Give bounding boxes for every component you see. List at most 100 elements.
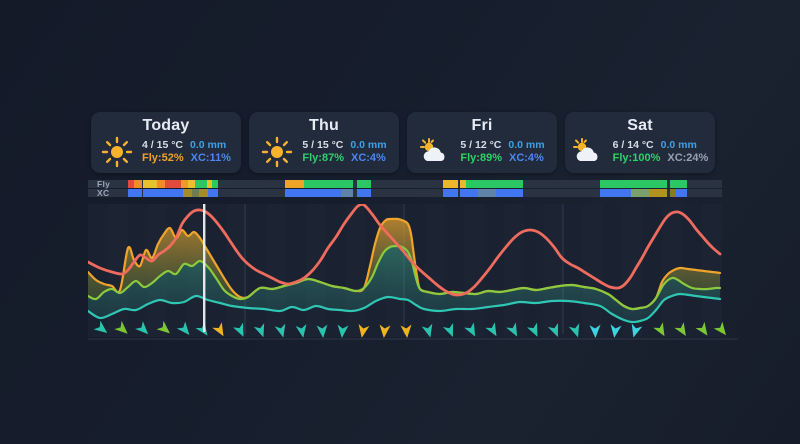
xc-probability: XC:24%	[667, 151, 709, 164]
quality-segment	[600, 189, 631, 197]
temperature-range: 5 / 15 °C	[302, 138, 344, 151]
wind-direction-arrow	[653, 322, 665, 337]
day-card-thu[interactable]: Thu 5 / 15 °C 0.0 mm Fly:87% XC:4%	[249, 112, 399, 173]
wind-direction-arrow	[442, 322, 454, 338]
precipitation: 0.0 mm	[350, 138, 387, 151]
xc-quality-bar: XC	[88, 189, 722, 197]
wind-direction-arrow	[316, 324, 328, 338]
day-card-sat[interactable]: Sat 6 / 14 °C 0.0 mm Fly:100% XC:24%	[565, 112, 715, 173]
fly-probability: Fly:52%	[142, 151, 184, 164]
quality-segment	[631, 189, 649, 197]
quality-segment	[304, 180, 353, 188]
quality-segment	[207, 180, 212, 188]
xc-probability: XC:11%	[190, 151, 231, 164]
day-title: Fri	[471, 117, 493, 134]
wind-direction-arrow	[713, 321, 727, 336]
quality-segment	[157, 180, 165, 188]
sun-icon	[101, 136, 133, 168]
wind-direction-arrow	[674, 322, 686, 337]
quality-segment	[143, 180, 157, 188]
wind-direction-arrow	[295, 324, 307, 338]
quality-segment	[466, 180, 523, 188]
wind-direction-arrow	[176, 321, 190, 335]
quality-segment	[496, 189, 523, 197]
wind-direction-arrow	[485, 322, 497, 337]
precipitation: 0.0 mm	[660, 138, 697, 151]
temperature-range: 5 / 12 °C	[460, 138, 502, 151]
wind-direction-arrow	[212, 322, 224, 337]
wind-direction-arrow	[337, 324, 349, 338]
fly-bar-label: Fly	[97, 179, 111, 189]
wind-direction-arrow	[114, 320, 128, 334]
fly-probability: Fly:89%	[460, 151, 502, 164]
quality-segment	[143, 189, 183, 197]
wind-direction-arrow	[589, 324, 601, 338]
wind-band	[88, 246, 720, 323]
quality-segment	[134, 180, 142, 188]
quality-segment	[165, 180, 181, 188]
fly-probability: Fly:100%	[612, 151, 661, 164]
fly-probability: Fly:87%	[302, 151, 344, 164]
quality-segment	[675, 189, 687, 197]
wind-direction-arrow	[400, 324, 412, 338]
wind-direction-arrow	[156, 320, 170, 334]
quality-segment	[188, 180, 195, 188]
quality-segment	[181, 180, 188, 188]
teal-series-line	[88, 292, 722, 324]
quality-segment	[478, 189, 496, 197]
xc-bar-label: XC	[97, 188, 110, 198]
quality-segment	[460, 189, 478, 197]
temperature-range: 4 / 15 °C	[142, 138, 184, 151]
forecast-chart[interactable]	[88, 204, 740, 342]
quality-segment	[357, 189, 371, 197]
day-title: Thu	[309, 117, 339, 134]
sun-icon	[261, 136, 293, 168]
xc-probability: XC:4%	[350, 151, 386, 164]
day-title: Sat	[627, 117, 653, 134]
wind-direction-arrow	[527, 322, 538, 337]
quality-segment	[192, 189, 199, 197]
day-card-fri[interactable]: Fri 5 / 12 °C 0.0 mm Fly:89% XC:4%	[407, 112, 557, 173]
wind-direction-arrow	[506, 322, 518, 337]
red-series-line	[88, 204, 722, 297]
partly-cloudy-icon	[419, 136, 451, 166]
wind-direction-arrow	[233, 322, 244, 337]
quality-segment	[341, 189, 353, 197]
xc-probability: XC:4%	[508, 151, 544, 164]
quality-segment	[128, 189, 142, 197]
quality-segment	[443, 189, 458, 197]
wind-direction-arrow	[253, 323, 265, 338]
day-title: Today	[142, 117, 190, 134]
now-marker-line	[203, 204, 206, 332]
quality-segment	[460, 180, 466, 188]
wind-direction-arrow	[610, 324, 622, 338]
quality-segment	[199, 189, 208, 197]
partly-cloudy-icon	[572, 136, 604, 166]
wind-direction-arrow	[421, 323, 433, 338]
quality-segment	[195, 180, 207, 188]
precipitation: 0.0 mm	[190, 138, 227, 151]
quality-segment	[670, 189, 675, 197]
wind-direction-arrow	[631, 323, 643, 338]
quality-segment	[443, 180, 458, 188]
quality-segment	[128, 180, 134, 188]
temperature-range: 6 / 14 °C	[612, 138, 654, 151]
quality-segment	[212, 180, 218, 188]
wind-direction-arrow	[464, 322, 476, 337]
quality-segment	[670, 180, 687, 188]
quality-segment	[285, 180, 304, 188]
wind-direction-arrow	[379, 324, 391, 338]
wind-direction-arrow	[93, 320, 108, 334]
day-card-today[interactable]: Today 4 / 15 °C 0.0 mm Fly:52% XC:11%	[91, 112, 241, 173]
wind-direction-arrow	[274, 323, 286, 338]
fly-quality-bar: Fly	[88, 180, 722, 188]
precipitation: 0.0 mm	[508, 138, 545, 151]
wind-direction-arrow	[358, 324, 370, 338]
wind-direction-arrow	[568, 323, 580, 338]
wind-direction-arrow	[135, 321, 149, 335]
quality-segment	[649, 189, 667, 197]
quality-segment	[285, 189, 341, 197]
quality-segment	[183, 189, 192, 197]
wind-direction-arrow	[547, 322, 559, 338]
